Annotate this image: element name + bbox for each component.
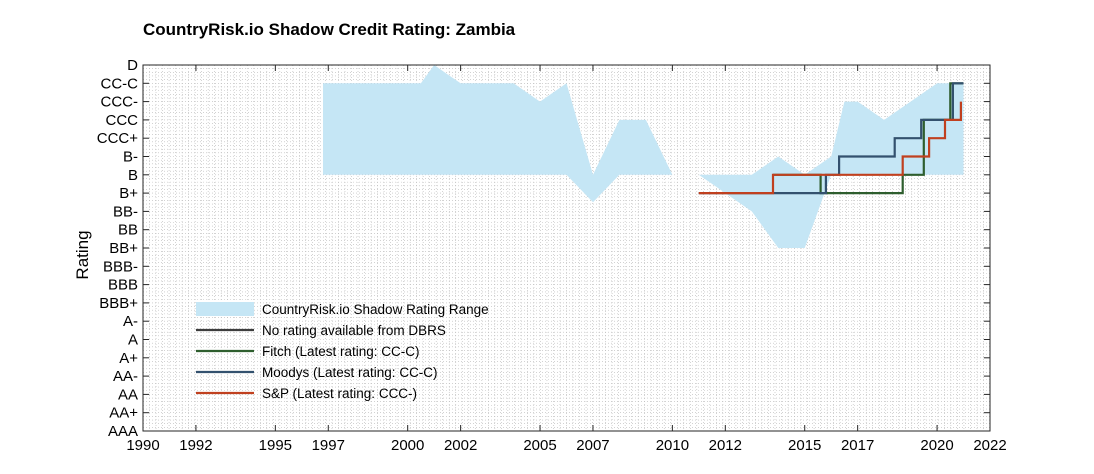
legend: CountryRisk.io Shadow Rating Range No rat… <box>196 302 489 401</box>
x-tick-label: 2000 <box>391 437 424 454</box>
y-tick-label: AAA <box>108 423 138 440</box>
x-tick-label: 2007 <box>576 437 609 454</box>
x-tick-label: 2022 <box>973 437 1006 454</box>
legend-label: Moodys (Latest rating: CC-C) <box>262 365 438 380</box>
x-tick-label: 2020 <box>920 437 953 454</box>
y-tick-label: AA- <box>113 368 138 385</box>
y-tick-label: CCC+ <box>97 130 138 147</box>
y-tick-label: BBB+ <box>99 295 138 312</box>
y-tick-label: A+ <box>119 350 138 367</box>
y-tick-label: AA <box>118 386 138 403</box>
y-tick-label: BB+ <box>109 240 138 257</box>
y-tick-label: A <box>128 332 138 349</box>
range-legend-label: CountryRisk.io Shadow Rating Range <box>262 302 489 317</box>
x-tick-label: 1995 <box>259 437 292 454</box>
y-tick-label: D <box>127 57 138 74</box>
legend-label: No rating available from DBRS <box>262 323 446 338</box>
y-tick-label: CC-C <box>101 75 139 92</box>
x-tick-label: 2015 <box>788 437 821 454</box>
sp-series-line <box>698 101 963 195</box>
axes: AAAAA+AAAA-A+AA-BBB+BBBBBB-BB+BBBB-B+BB-… <box>97 57 1007 454</box>
y-axis-label: Rating <box>73 230 92 279</box>
plot-area <box>143 65 990 431</box>
x-tick-label: 1990 <box>126 437 159 454</box>
range-legend-swatch <box>196 302 254 316</box>
y-tick-label: CCC- <box>101 94 139 111</box>
y-tick-label: BBB- <box>103 258 138 275</box>
y-tick-label: A- <box>123 313 138 330</box>
chart-title: CountryRisk.io Shadow Credit Rating: Zam… <box>143 20 516 39</box>
y-tick-label: B- <box>123 149 138 166</box>
moodys-series-line <box>698 82 964 195</box>
y-tick-label: B+ <box>119 185 138 202</box>
y-tick-label: BBB <box>108 277 138 294</box>
shadow-rating-range-area <box>323 65 964 248</box>
x-tick-label: 2002 <box>444 437 477 454</box>
legend-label: S&P (Latest rating: CCC-) <box>262 386 417 401</box>
x-tick-label: 2017 <box>841 437 874 454</box>
x-tick-label: 2010 <box>656 437 689 454</box>
y-tick-label: B <box>128 167 138 184</box>
y-tick-label: BB- <box>113 203 138 220</box>
fitch-series-line <box>773 82 964 195</box>
y-tick-label: CCC <box>106 112 139 129</box>
x-tick-label: 2012 <box>709 437 742 454</box>
x-tick-label: 1997 <box>312 437 345 454</box>
legend-label: Fitch (Latest rating: CC-C) <box>262 344 420 359</box>
x-tick-label: 1992 <box>179 437 212 454</box>
y-tick-label: BB <box>118 222 138 239</box>
x-tick-label: 2005 <box>523 437 556 454</box>
y-tick-label: AA+ <box>109 405 138 422</box>
